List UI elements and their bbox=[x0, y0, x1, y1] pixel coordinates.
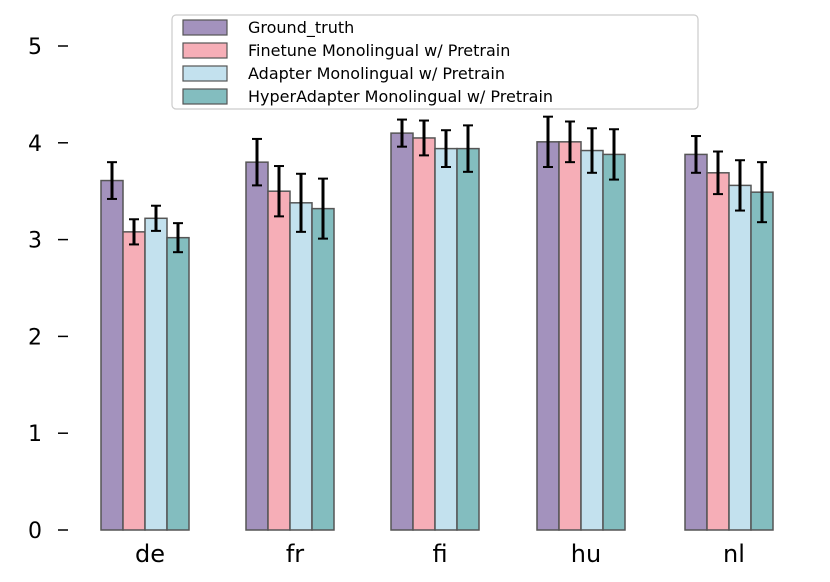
y-tick-label: 4 bbox=[28, 132, 42, 157]
bar-hu-series-0 bbox=[536, 141, 560, 531]
y-tick-label: 2 bbox=[28, 325, 42, 350]
x-axis: de fr fi hu nl bbox=[135, 540, 745, 568]
x-tick-label-fr: fr bbox=[286, 540, 304, 568]
legend-swatch-3 bbox=[182, 88, 228, 105]
bar-fr-series-0 bbox=[245, 161, 269, 531]
bar-fr-series-2 bbox=[289, 202, 313, 531]
bar-hu-series-1 bbox=[558, 141, 582, 531]
legend-swatch-2 bbox=[182, 65, 228, 82]
bar-nl-series-1 bbox=[706, 172, 730, 531]
bar-de-series-0 bbox=[100, 179, 124, 531]
x-tick-label-fi: fi bbox=[432, 540, 447, 568]
error-bars-group bbox=[107, 115, 767, 254]
bar-de-series-2 bbox=[144, 217, 168, 531]
y-tick-label: 5 bbox=[28, 35, 42, 60]
bar-nl-series-2 bbox=[728, 184, 752, 531]
x-tick-label-nl: nl bbox=[723, 540, 745, 568]
bar-fi-series-3 bbox=[456, 147, 480, 531]
legend-frame bbox=[171, 14, 699, 110]
legend-label-2: Adapter Monolingual w/ Pretrain bbox=[248, 64, 505, 83]
bar-nl-series-0 bbox=[684, 153, 708, 531]
bar-fi-series-0 bbox=[390, 132, 414, 531]
y-axis: 0 1 2 3 4 5 bbox=[28, 35, 68, 544]
x-tick-label-hu: hu bbox=[571, 540, 601, 568]
bar-de-series-3 bbox=[166, 236, 190, 531]
legend-label-1: Finetune Monolingual w/ Pretrain bbox=[248, 41, 510, 60]
legend-swatch-0 bbox=[182, 19, 228, 36]
legend: Ground_truth Finetune Monolingual w/ Pret… bbox=[171, 14, 699, 110]
y-tick-label: 1 bbox=[28, 422, 42, 447]
bar-fr-series-1 bbox=[267, 190, 291, 531]
bar-fi-series-2 bbox=[434, 147, 458, 531]
bar-hu-series-3 bbox=[602, 153, 626, 531]
legend-label-3: HyperAdapter Monolingual w/ Pretrain bbox=[248, 87, 553, 106]
bar-de-series-1 bbox=[122, 231, 146, 531]
bar-fr-series-3 bbox=[311, 207, 335, 531]
legend-label-0: Ground_truth bbox=[248, 18, 354, 38]
bar-fi-series-1 bbox=[412, 137, 436, 531]
bar-hu-series-2 bbox=[580, 149, 604, 531]
x-tick-label-de: de bbox=[135, 540, 165, 568]
bar-nl-series-3 bbox=[750, 191, 774, 531]
y-tick-label: 0 bbox=[28, 519, 42, 544]
y-tick-label: 3 bbox=[28, 229, 42, 254]
bars-group bbox=[100, 132, 774, 531]
legend-swatch-1 bbox=[182, 42, 228, 59]
